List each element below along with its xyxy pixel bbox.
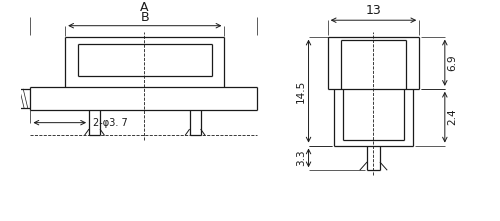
Text: B: B: [140, 11, 149, 24]
Text: 2.4: 2.4: [447, 109, 457, 126]
Text: 3.3: 3.3: [296, 150, 306, 166]
Text: 13: 13: [366, 4, 382, 17]
Text: 2-φ3. 7: 2-φ3. 7: [92, 118, 128, 128]
Text: 6.9: 6.9: [447, 54, 457, 71]
Text: A: A: [140, 1, 148, 14]
Text: 14.5: 14.5: [296, 80, 306, 103]
